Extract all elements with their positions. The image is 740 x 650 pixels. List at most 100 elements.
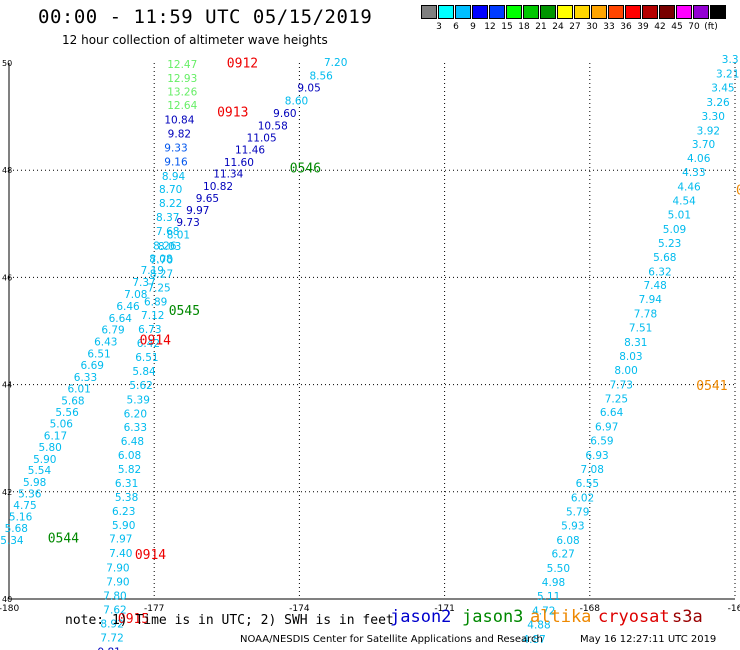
wave-height-label: 6.64 (109, 313, 133, 325)
wave-height-label: 3.3 (722, 54, 739, 66)
wave-height-label: 10.58 (258, 120, 288, 132)
wave-height-label: 10.84 (164, 115, 194, 127)
wave-height-label: 6.02 (571, 492, 594, 504)
wave-height-label: 6.23 (112, 506, 135, 518)
scale-swatch (506, 5, 522, 19)
wave-height-label: 6.79 (101, 325, 124, 337)
wave-height-label: 3.26 (706, 97, 730, 109)
scale-tick-label: 45 (671, 22, 683, 32)
wave-height-label: 8.22 (159, 198, 182, 210)
x-tick-label: -177 (144, 604, 164, 614)
wave-height-label: 6.17 (44, 430, 67, 442)
wave-height-label: 7.72 (100, 632, 123, 644)
wave-height-label: 8.08 (149, 253, 172, 265)
wave-height-label: 11.46 (235, 145, 265, 157)
wave-height-label: 8.94 (162, 171, 186, 183)
scale-swatch (489, 5, 505, 19)
wave-height-label: 9.73 (176, 217, 199, 229)
wave-height-label: 6.27 (551, 549, 574, 561)
wave-height-label: 5.01 (668, 209, 691, 221)
wave-height-label: 5.68 (653, 252, 676, 264)
scale-swatch (472, 5, 488, 19)
wave-height-label: 4.33 (682, 167, 705, 179)
wave-height-label: 12.64 (167, 100, 197, 112)
scale-swatch (421, 5, 437, 19)
wave-height-label: 7.73 (610, 379, 633, 391)
wave-height-label: 6.08 (118, 450, 141, 462)
scale-swatch (523, 5, 539, 19)
wave-height-label: 5.11 (537, 591, 560, 603)
legend-item-jason2: jason2 (390, 607, 452, 627)
wave-height-label: 11.60 (224, 157, 254, 169)
wave-height-label: 8.70 (159, 184, 182, 196)
scale-tick-label: 33 (603, 22, 615, 32)
wave-height-label: 7.25 (147, 282, 170, 294)
page-subtitle: 12 hour collection of altimeter wave hei… (62, 33, 328, 47)
scale-swatch (625, 5, 641, 19)
pass-time-label: 0912 (227, 56, 258, 71)
scale-swatch (574, 5, 590, 19)
pass-time-label: 0544 (48, 532, 79, 547)
map-grid: -180 -177 -174 -171 -168 -16 50 48 46 44 42 40 (0, 59, 740, 614)
wave-height-label: 5.54 (28, 465, 52, 477)
wave-height-label: 5.82 (118, 464, 141, 476)
wave-height-label: 9.82 (168, 129, 191, 141)
wave-height-label: 7.08 (124, 289, 147, 301)
wave-height-label: 6.51 (135, 352, 158, 364)
wave-height-label: 7.62 (103, 604, 126, 616)
y-tick-label: 40 (2, 595, 12, 604)
scale-swatch (557, 5, 573, 19)
wave-height-label: 13.26 (167, 87, 197, 99)
wave-height-label: 7.80 (103, 591, 126, 603)
wave-height-label: 7.68 (156, 226, 179, 238)
x-tick-label: -171 (434, 604, 454, 614)
wave-height-label: 6.33 (74, 372, 97, 384)
wave-height-label: 7.08 (581, 464, 604, 476)
wave-height-label: 6.89 (144, 296, 167, 308)
wave-height-label: 5.98 (23, 477, 46, 489)
wave-height-label: 6.20 (124, 408, 147, 420)
wave-height-label: 7.40 (109, 548, 132, 560)
scale-swatch (591, 5, 607, 19)
legend-item-jason3: jason3 (462, 607, 524, 627)
scale-swatch (659, 5, 675, 19)
wave-height-label: 7.97 (109, 534, 132, 546)
page-title: 00:00 - 11:59 UTC 05/15/2019 (38, 6, 373, 28)
wave-height-label: 8.60 (285, 95, 308, 107)
wave-height-label: 7.48 (643, 280, 666, 292)
wave-height-label: 4.06 (687, 153, 711, 165)
scale-swatch (642, 5, 658, 19)
wave-height-label: 9.33 (164, 142, 187, 154)
wave-height-label: 8.03 (158, 241, 181, 253)
wave-height-label: 3.21 (716, 68, 739, 80)
wave-height-label: 9.65 (196, 193, 219, 205)
scale-swatch (438, 5, 454, 19)
wave-height-label: 9.81 (97, 646, 120, 650)
wave-height-label: 11.34 (213, 169, 243, 181)
scale-swatch (540, 5, 556, 19)
wave-height-label: 5.62 (129, 380, 152, 392)
wave-height-label: 3.92 (697, 125, 720, 137)
wave-height-label: 6.59 (590, 436, 613, 448)
y-tick-label: 46 (2, 273, 12, 282)
wave-height-label: 6.55 (576, 478, 599, 490)
wave-height-label: 5.38 (115, 492, 138, 504)
wave-height-label: 6.01 (67, 384, 90, 396)
wave-height-label: 8.00 (614, 365, 637, 377)
pass-time-label: 0546 (290, 161, 321, 176)
wave-height-label: 4.46 (677, 182, 701, 194)
wave-height-label: 7.25 (605, 393, 628, 405)
wave-height-label: 5.68 (61, 395, 84, 407)
wave-height-label: 8.37 (156, 212, 179, 224)
wave-height-label: 6.69 (81, 360, 104, 372)
scale-tick-label: 9 (470, 22, 476, 32)
wave-height-label: 8.56 (309, 71, 333, 83)
y-tick-label: 48 (2, 166, 12, 175)
wave-height-label: 5.68 (5, 523, 28, 535)
wave-height-label: 7.90 (106, 577, 129, 589)
wave-height-label: 6.46 (116, 301, 140, 313)
wave-height-label: 5.39 (127, 394, 150, 406)
wave-height-label: 6.43 (94, 336, 117, 348)
wave-height-label: 8.01 (167, 229, 190, 241)
